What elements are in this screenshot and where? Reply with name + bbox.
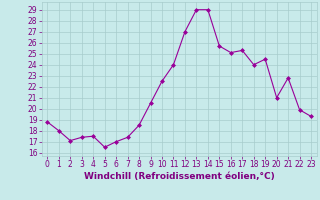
X-axis label: Windchill (Refroidissement éolien,°C): Windchill (Refroidissement éolien,°C) [84, 172, 275, 181]
